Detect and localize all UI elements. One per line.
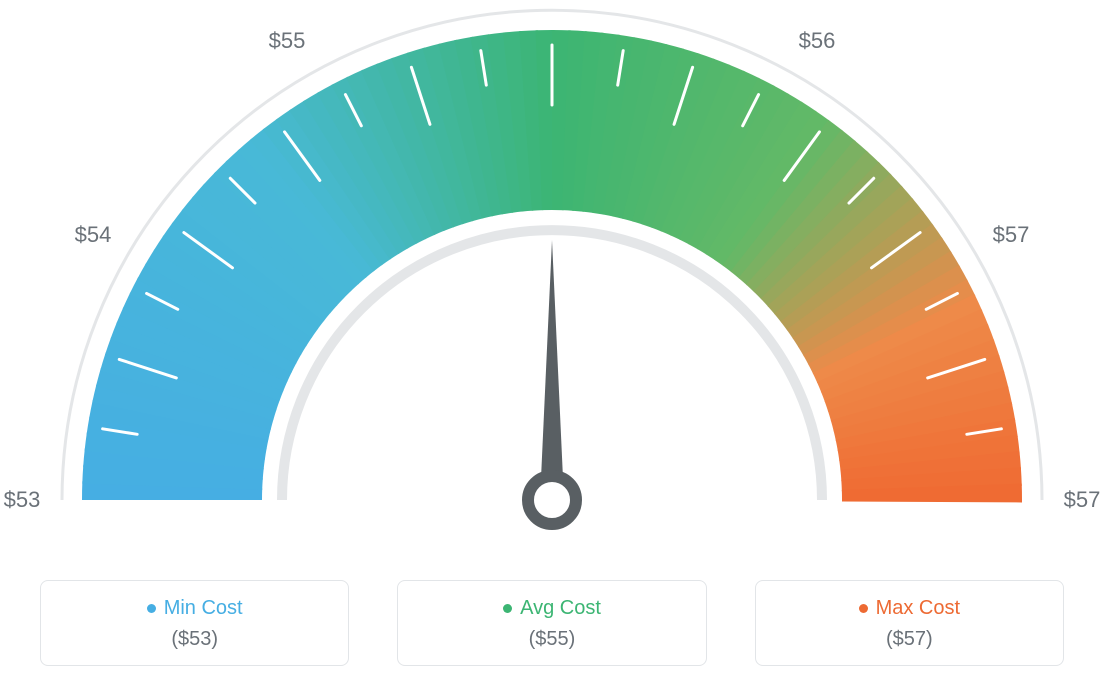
legend-value-avg: ($55) [408, 628, 695, 651]
gauge-tick-label: $57 [1064, 487, 1101, 513]
gauge-tick-label: $55 [269, 28, 306, 54]
legend-title-avg: Avg Cost [503, 597, 601, 620]
legend-value-max: ($57) [766, 628, 1053, 651]
legend-title-min: Min Cost [147, 597, 243, 620]
legend-row: Min Cost ($53) Avg Cost ($55) Max Cost (… [0, 580, 1104, 666]
gauge-tick-label: $53 [4, 487, 41, 513]
gauge-tick-label: $57 [993, 222, 1030, 248]
gauge-tick-label: $56 [799, 28, 836, 54]
legend-card-max: Max Cost ($57) [755, 580, 1064, 666]
legend-title-text: Min Cost [164, 597, 243, 620]
gauge-chart: $53$54$55$55$56$57$57 [0, 0, 1104, 560]
legend-title-text: Max Cost [876, 597, 960, 620]
legend-title-max: Max Cost [859, 597, 960, 620]
dot-icon [147, 604, 156, 613]
dot-icon [859, 604, 868, 613]
gauge-tick-label: $54 [75, 222, 112, 248]
legend-card-min: Min Cost ($53) [40, 580, 349, 666]
dot-icon [503, 604, 512, 613]
legend-value-min: ($53) [51, 628, 338, 651]
legend-title-text: Avg Cost [520, 597, 601, 620]
gauge-svg [0, 0, 1104, 560]
legend-card-avg: Avg Cost ($55) [397, 580, 706, 666]
